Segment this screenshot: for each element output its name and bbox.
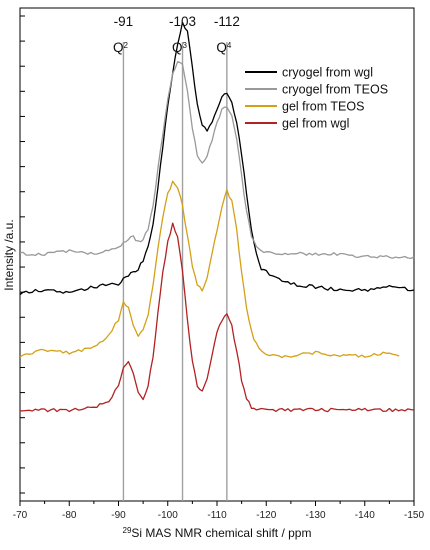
legend: cryogel from wgl cryogel from TEOS gel fro… [245, 66, 388, 131]
legend-label: gel from wgl [282, 117, 349, 131]
x-axis-title: 29Si MAS NMR chemical shift / ppm [123, 526, 312, 541]
series-layer [19, 21, 415, 413]
q-species-label: Q2 [113, 40, 129, 55]
peak-annotations: -91 Q2 -103 Q3 -112 Q4 [113, 14, 240, 55]
x-tick-label: -90 [111, 510, 126, 521]
x-tick-label: -100 [158, 510, 178, 521]
x-tick-label: -140 [355, 510, 375, 521]
x-tick-label: -110 [207, 510, 227, 521]
peak-value-label: -103 [169, 14, 196, 29]
x-axis-title-superscript: 29 [123, 526, 132, 535]
x-tick-label: -70 [13, 510, 28, 521]
series-line [19, 61, 415, 260]
legend-label: cryogel from wgl [282, 66, 373, 80]
x-tick-label: -80 [62, 510, 77, 521]
y-axis-title: Intensity /a.u. [2, 219, 16, 290]
q-species-label: Q4 [216, 40, 232, 55]
x-axis-title-text: Si MAS NMR chemical shift / ppm [131, 526, 311, 540]
x-tick-label: -150 [404, 510, 424, 521]
series-line [19, 222, 415, 413]
legend-label: cryogel from TEOS [282, 83, 388, 97]
x-tick-label: -120 [256, 510, 276, 521]
legend-label: gel from TEOS [282, 100, 364, 114]
peak-value-label: -112 [214, 14, 240, 29]
reference-lines [122, 42, 228, 501]
q-species-label: Q3 [172, 40, 188, 55]
series-line [19, 180, 400, 359]
x-axis-ticks: -70 -80 -90 -100 -110 -120 -130 -140 -150 [13, 501, 424, 521]
x-tick-label: -130 [305, 510, 325, 521]
y-axis-ticks [20, 15, 25, 494]
series-line [19, 21, 415, 296]
peak-value-label: -91 [114, 14, 134, 29]
